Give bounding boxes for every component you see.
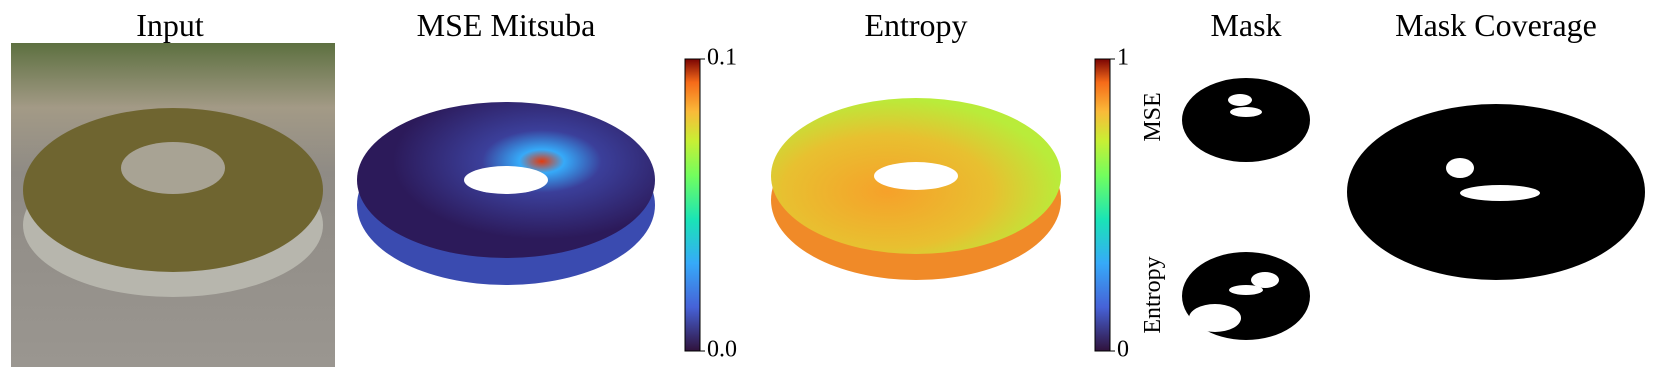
mask-coverage — [1347, 104, 1645, 280]
mse-render — [357, 102, 655, 285]
row-label: Entropy — [1140, 256, 1166, 333]
tick-label: 1 — [1117, 45, 1129, 71]
tick-label: 0 — [1117, 337, 1129, 363]
input-image — [11, 43, 335, 367]
panel-title: Mask Coverage — [1395, 7, 1597, 43]
row-label: MSE — [1140, 92, 1166, 141]
panel-title: Input — [136, 7, 204, 43]
mask-mse — [1182, 78, 1310, 162]
tick-label: 0.0 — [707, 337, 737, 363]
entropy-render — [771, 98, 1061, 280]
panel-title: MSE Mitsuba — [417, 7, 596, 43]
mask-entropy — [1182, 252, 1310, 340]
colorbar — [1094, 58, 1111, 352]
panel-title: Mask — [1210, 7, 1281, 43]
panel-title: Entropy — [864, 7, 967, 43]
colorbar — [684, 58, 701, 352]
tick-label: 0.1 — [707, 45, 737, 71]
